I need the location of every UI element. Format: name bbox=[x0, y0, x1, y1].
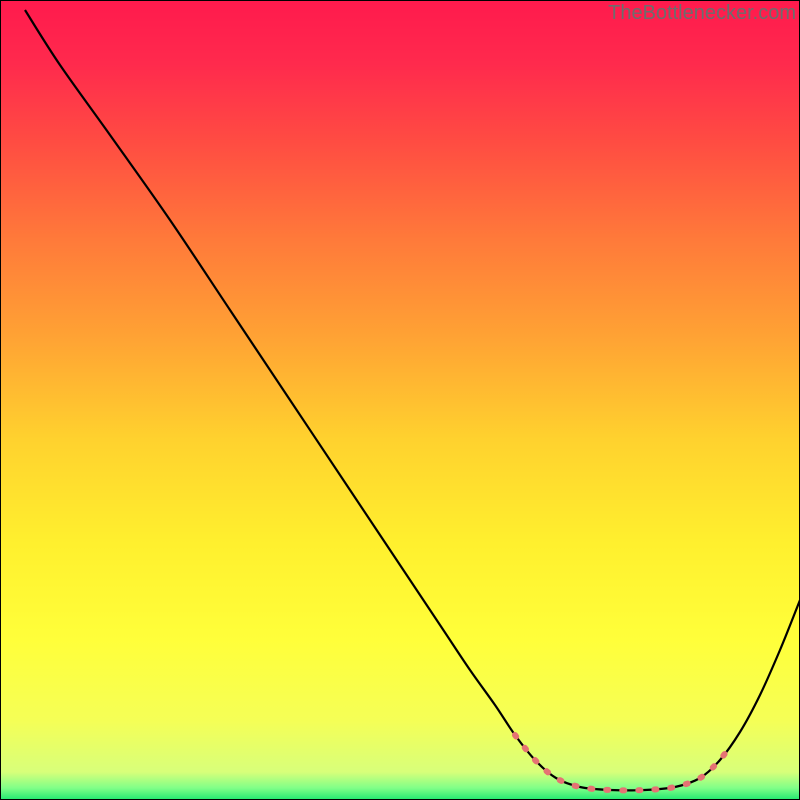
gradient-background bbox=[0, 0, 800, 800]
chart-container: TheBottlenecker.com bbox=[0, 0, 800, 800]
attribution-label: TheBottlenecker.com bbox=[608, 2, 796, 25]
